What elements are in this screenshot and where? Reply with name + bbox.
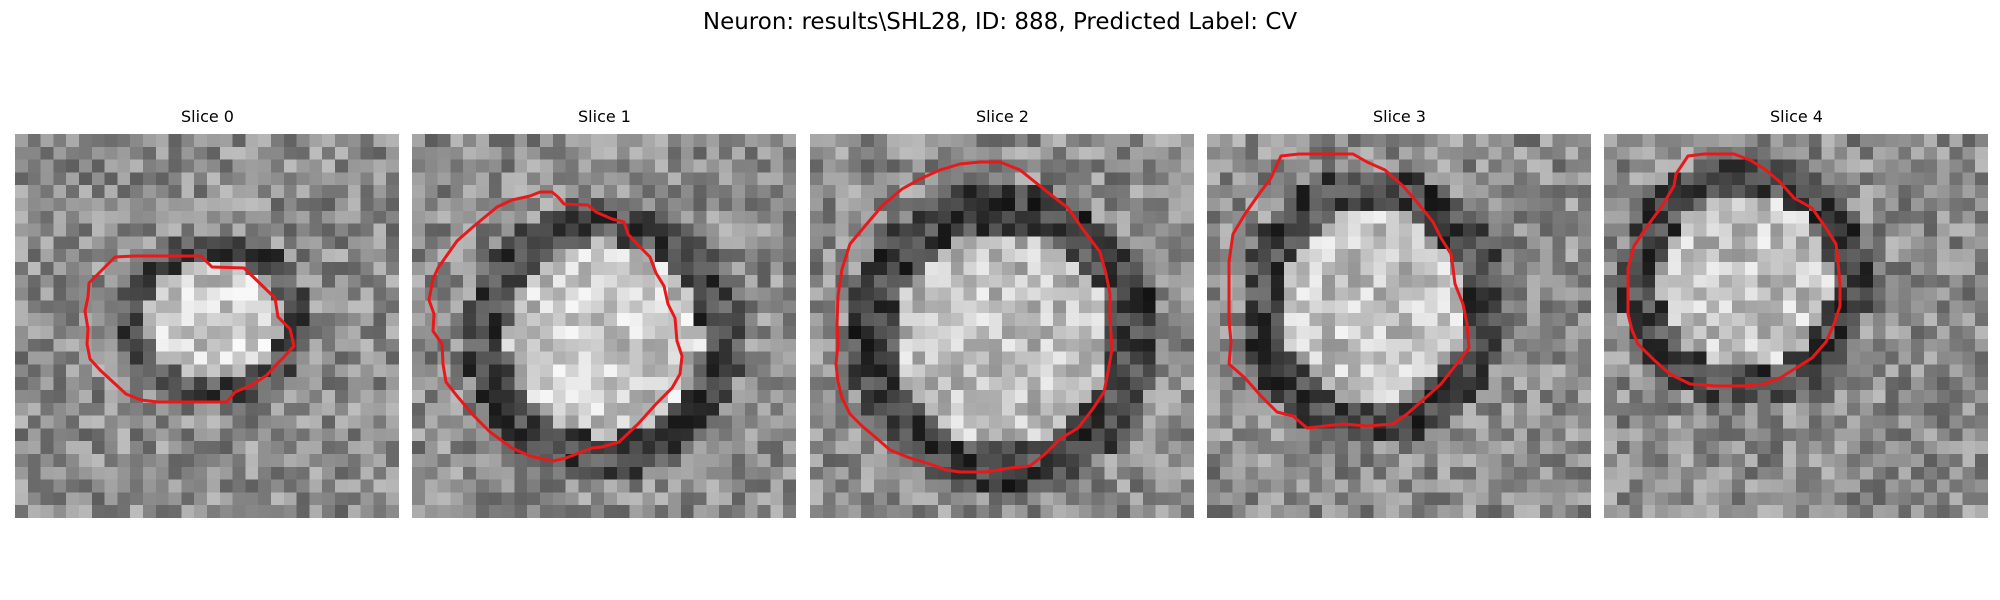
slice-contour-4 (1626, 152, 1842, 388)
slice-title-1: Slice 1 (578, 107, 631, 126)
slice-contour-0 (83, 254, 296, 404)
slice-title-4: Slice 4 (1770, 107, 1823, 126)
slice-image-2 (810, 134, 1194, 518)
roi-contour-0 (83, 254, 296, 404)
slice-image-3 (1207, 134, 1591, 518)
slice-title-0: Slice 0 (181, 107, 234, 126)
slice-contour-1 (427, 190, 684, 463)
roi-contour-2 (834, 160, 1114, 474)
figure-title: Neuron: results\SHL28, ID: 888, Predicte… (702, 9, 1298, 35)
roi-contour-3 (1227, 152, 1471, 430)
slice-contour-2 (834, 160, 1114, 474)
slice-title-2: Slice 2 (976, 107, 1029, 126)
slice-title-3: Slice 3 (1373, 107, 1426, 126)
roi-contour-4 (1626, 152, 1842, 388)
roi-contour-1 (427, 190, 684, 463)
slice-contour-3 (1227, 152, 1471, 430)
slice-image-1 (412, 134, 796, 518)
slice-image-0 (15, 134, 399, 518)
